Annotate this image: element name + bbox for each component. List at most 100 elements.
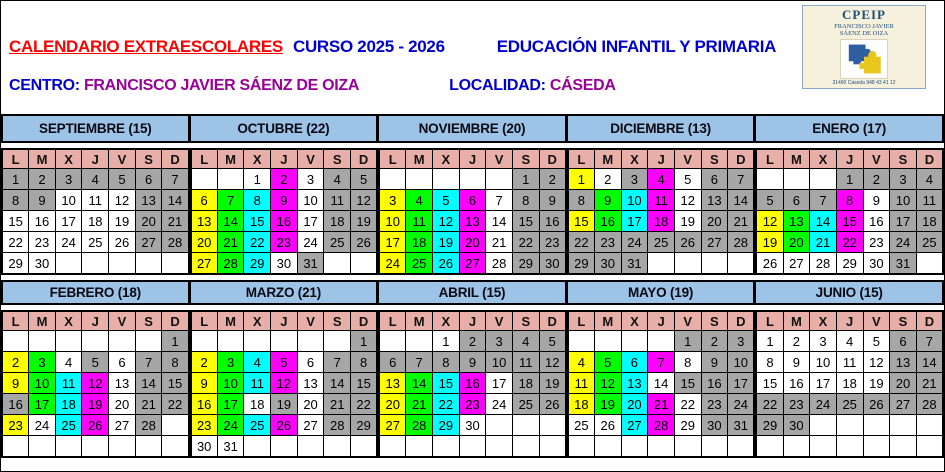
empty-day-cell [54, 330, 83, 352]
empty-day-cell [593, 330, 622, 352]
day-cell: 20 [134, 210, 163, 232]
day-cell: 17 [378, 231, 407, 253]
day-cell: 18 [323, 210, 352, 232]
day-cell: 7 [809, 189, 837, 211]
weekday-header-j: J [458, 148, 487, 169]
week-row [1, 435, 190, 458]
weekday-header-d: D [727, 148, 755, 169]
day-cell: 6 [782, 189, 811, 211]
day-cell: 12 [673, 189, 702, 211]
day-cell: 15 [350, 372, 378, 394]
empty-day-cell [755, 435, 784, 458]
empty-day-cell [296, 330, 325, 352]
day-cell: 27 [889, 393, 917, 415]
empty-day-cell [1, 435, 30, 458]
day-cell: 5 [432, 189, 460, 211]
empty-day-cell [727, 252, 755, 275]
day-cell: 5 [538, 330, 567, 352]
day-cell: 1 [432, 330, 460, 352]
month-grid: L M X J V S D 1 2 3 4 5 6 7 8 9 10 11 12 13 14 15 16 17 18 19 20 21… [1, 310, 190, 458]
day-cell: 25 [567, 414, 595, 436]
day-cell: 3 [28, 351, 56, 373]
empty-day-cell [108, 435, 136, 458]
empty-day-cell [458, 168, 487, 190]
empty-day-cell [647, 330, 675, 352]
day-cell: 22 [1, 231, 30, 253]
day-cell: 21 [647, 393, 675, 415]
day-cell: 22 [755, 393, 784, 415]
day-cell: 8 [432, 351, 460, 373]
day-cell: 19 [538, 372, 567, 394]
empty-day-cell [350, 435, 378, 458]
empty-day-cell [727, 435, 755, 458]
day-cell: 21 [323, 393, 352, 415]
empty-day-cell [700, 252, 729, 275]
day-cell: 9 [1, 372, 30, 394]
empty-day-cell [511, 414, 540, 436]
empty-day-cell [700, 435, 729, 458]
day-cell: 14 [134, 372, 163, 394]
day-cell: 22 [432, 393, 460, 415]
day-cell: 4 [511, 330, 540, 352]
empty-day-cell [378, 435, 407, 458]
empty-day-cell [432, 435, 460, 458]
day-cell: 21 [134, 393, 163, 415]
day-cell: 30 [782, 414, 811, 436]
day-cell: 29 [511, 252, 540, 275]
weekday-header-v: V [108, 310, 136, 331]
weekday-header-l: L [1, 148, 30, 169]
day-cell: 30 [458, 414, 487, 436]
day-cell: 27 [190, 252, 218, 275]
day-cell: 3 [378, 189, 407, 211]
month-header-gap [755, 305, 944, 310]
week-row: 22 23 24 25 26 27 28 [567, 231, 755, 253]
weekday-header-x: X [432, 310, 460, 331]
day-cell: 1 [1, 168, 30, 190]
empty-day-cell [809, 168, 837, 190]
day-cell: 12 [862, 351, 891, 373]
day-cell: 23 [538, 231, 567, 253]
logo-acronym: CPEIP [842, 7, 886, 22]
empty-day-cell [134, 435, 163, 458]
day-cell: 12 [350, 189, 378, 211]
day-cell: 27 [108, 414, 136, 436]
day-cell: 23 [862, 231, 891, 253]
header-center-line: CENTRO: FRANCISCO JAVIER SÁENZ DE OIZA LO… [9, 77, 616, 95]
day-cell: 17 [889, 210, 917, 232]
day-cell: 3 [54, 168, 83, 190]
empty-day-cell [782, 435, 811, 458]
weekday-header-x: X [54, 148, 83, 169]
day-cell: 7 [216, 189, 245, 211]
day-cell: 7 [647, 351, 675, 373]
day-cell: 25 [54, 414, 83, 436]
day-cell: 15 [755, 372, 784, 394]
weekday-header-l: L [378, 310, 407, 331]
empty-day-cell [190, 330, 218, 352]
weekday-header-m: M [405, 148, 433, 169]
day-cell: 14 [727, 189, 755, 211]
day-cell: 13 [782, 210, 811, 232]
empty-day-cell [809, 435, 837, 458]
weekday-header-l: L [378, 148, 407, 169]
day-cell: 19 [350, 210, 378, 232]
day-cell: 5 [350, 168, 378, 190]
weekday-header-v: V [673, 148, 702, 169]
day-cell: 13 [134, 189, 163, 211]
month-header-gap [566, 305, 756, 310]
day-cell: 28 [161, 231, 190, 253]
day-cell: 17 [296, 210, 325, 232]
day-cell: 26 [81, 414, 110, 436]
day-cell: 7 [134, 351, 163, 373]
day-cell: 8 [511, 189, 540, 211]
day-cell: 9 [700, 351, 729, 373]
day-cell: 18 [567, 393, 595, 415]
empty-day-cell [81, 435, 110, 458]
empty-day-cell [323, 330, 352, 352]
day-cell: 1 [835, 168, 864, 190]
day-cell: 14 [647, 372, 675, 394]
week-row: 4 5 6 7 8 9 10 [567, 351, 755, 373]
empty-day-cell [270, 330, 298, 352]
